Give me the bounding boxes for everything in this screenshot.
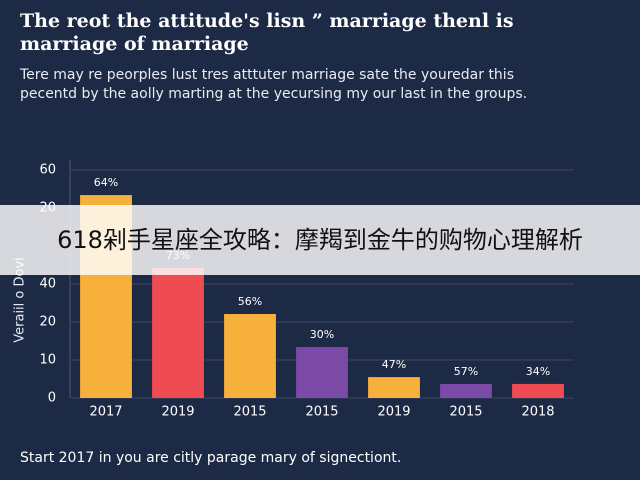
- bar: [152, 268, 204, 398]
- bar-text: 34%: [526, 365, 550, 378]
- bar: [368, 377, 420, 398]
- y-tick-label: 40: [39, 277, 56, 292]
- bar-text: 30%: [310, 328, 334, 341]
- bar: [512, 383, 564, 398]
- bar-text: 57%: [454, 365, 478, 378]
- chart-title: The reot the attitude's lisn ” marriage …: [20, 10, 514, 32]
- bar-text: 64%: [94, 176, 118, 189]
- x-tick-label: 2015: [449, 405, 482, 420]
- x-tick-label: 2019: [377, 405, 410, 420]
- bar-text: 47%: [382, 358, 406, 371]
- y-tick-label: 0: [48, 391, 56, 406]
- y-tick-label: 20: [39, 315, 56, 330]
- x-tick-label: 2019: [161, 405, 194, 420]
- chart-title: marriage of marriage: [20, 33, 249, 55]
- y-axis-label: Veraiil o Dovi: [13, 257, 28, 343]
- y-tick-label: 10: [39, 353, 56, 368]
- bar: [440, 383, 492, 398]
- plot: 0102040206064%201773%201956%201530%20154…: [39, 160, 574, 420]
- x-tick-label: 2018: [521, 405, 554, 420]
- subtitle: Tere may re peorples lust tres atttuter …: [19, 67, 514, 83]
- y-tick-label: 60: [39, 163, 56, 178]
- banner-text: 618剁手星座全攻略：摩羯到金牛的购物心理解析: [57, 226, 583, 254]
- x-tick-label: 2015: [233, 405, 266, 420]
- subtitle: pecentd by the aolly marting at the yecu…: [20, 86, 527, 102]
- bar: [296, 347, 348, 398]
- x-tick-label: 2017: [89, 405, 122, 420]
- bar-text: 56%: [238, 295, 262, 308]
- footer: Start 2017 in you are citly parage mary …: [20, 450, 401, 466]
- x-tick-label: 2015: [305, 405, 338, 420]
- bar: [224, 314, 276, 398]
- banner-band: [0, 205, 640, 275]
